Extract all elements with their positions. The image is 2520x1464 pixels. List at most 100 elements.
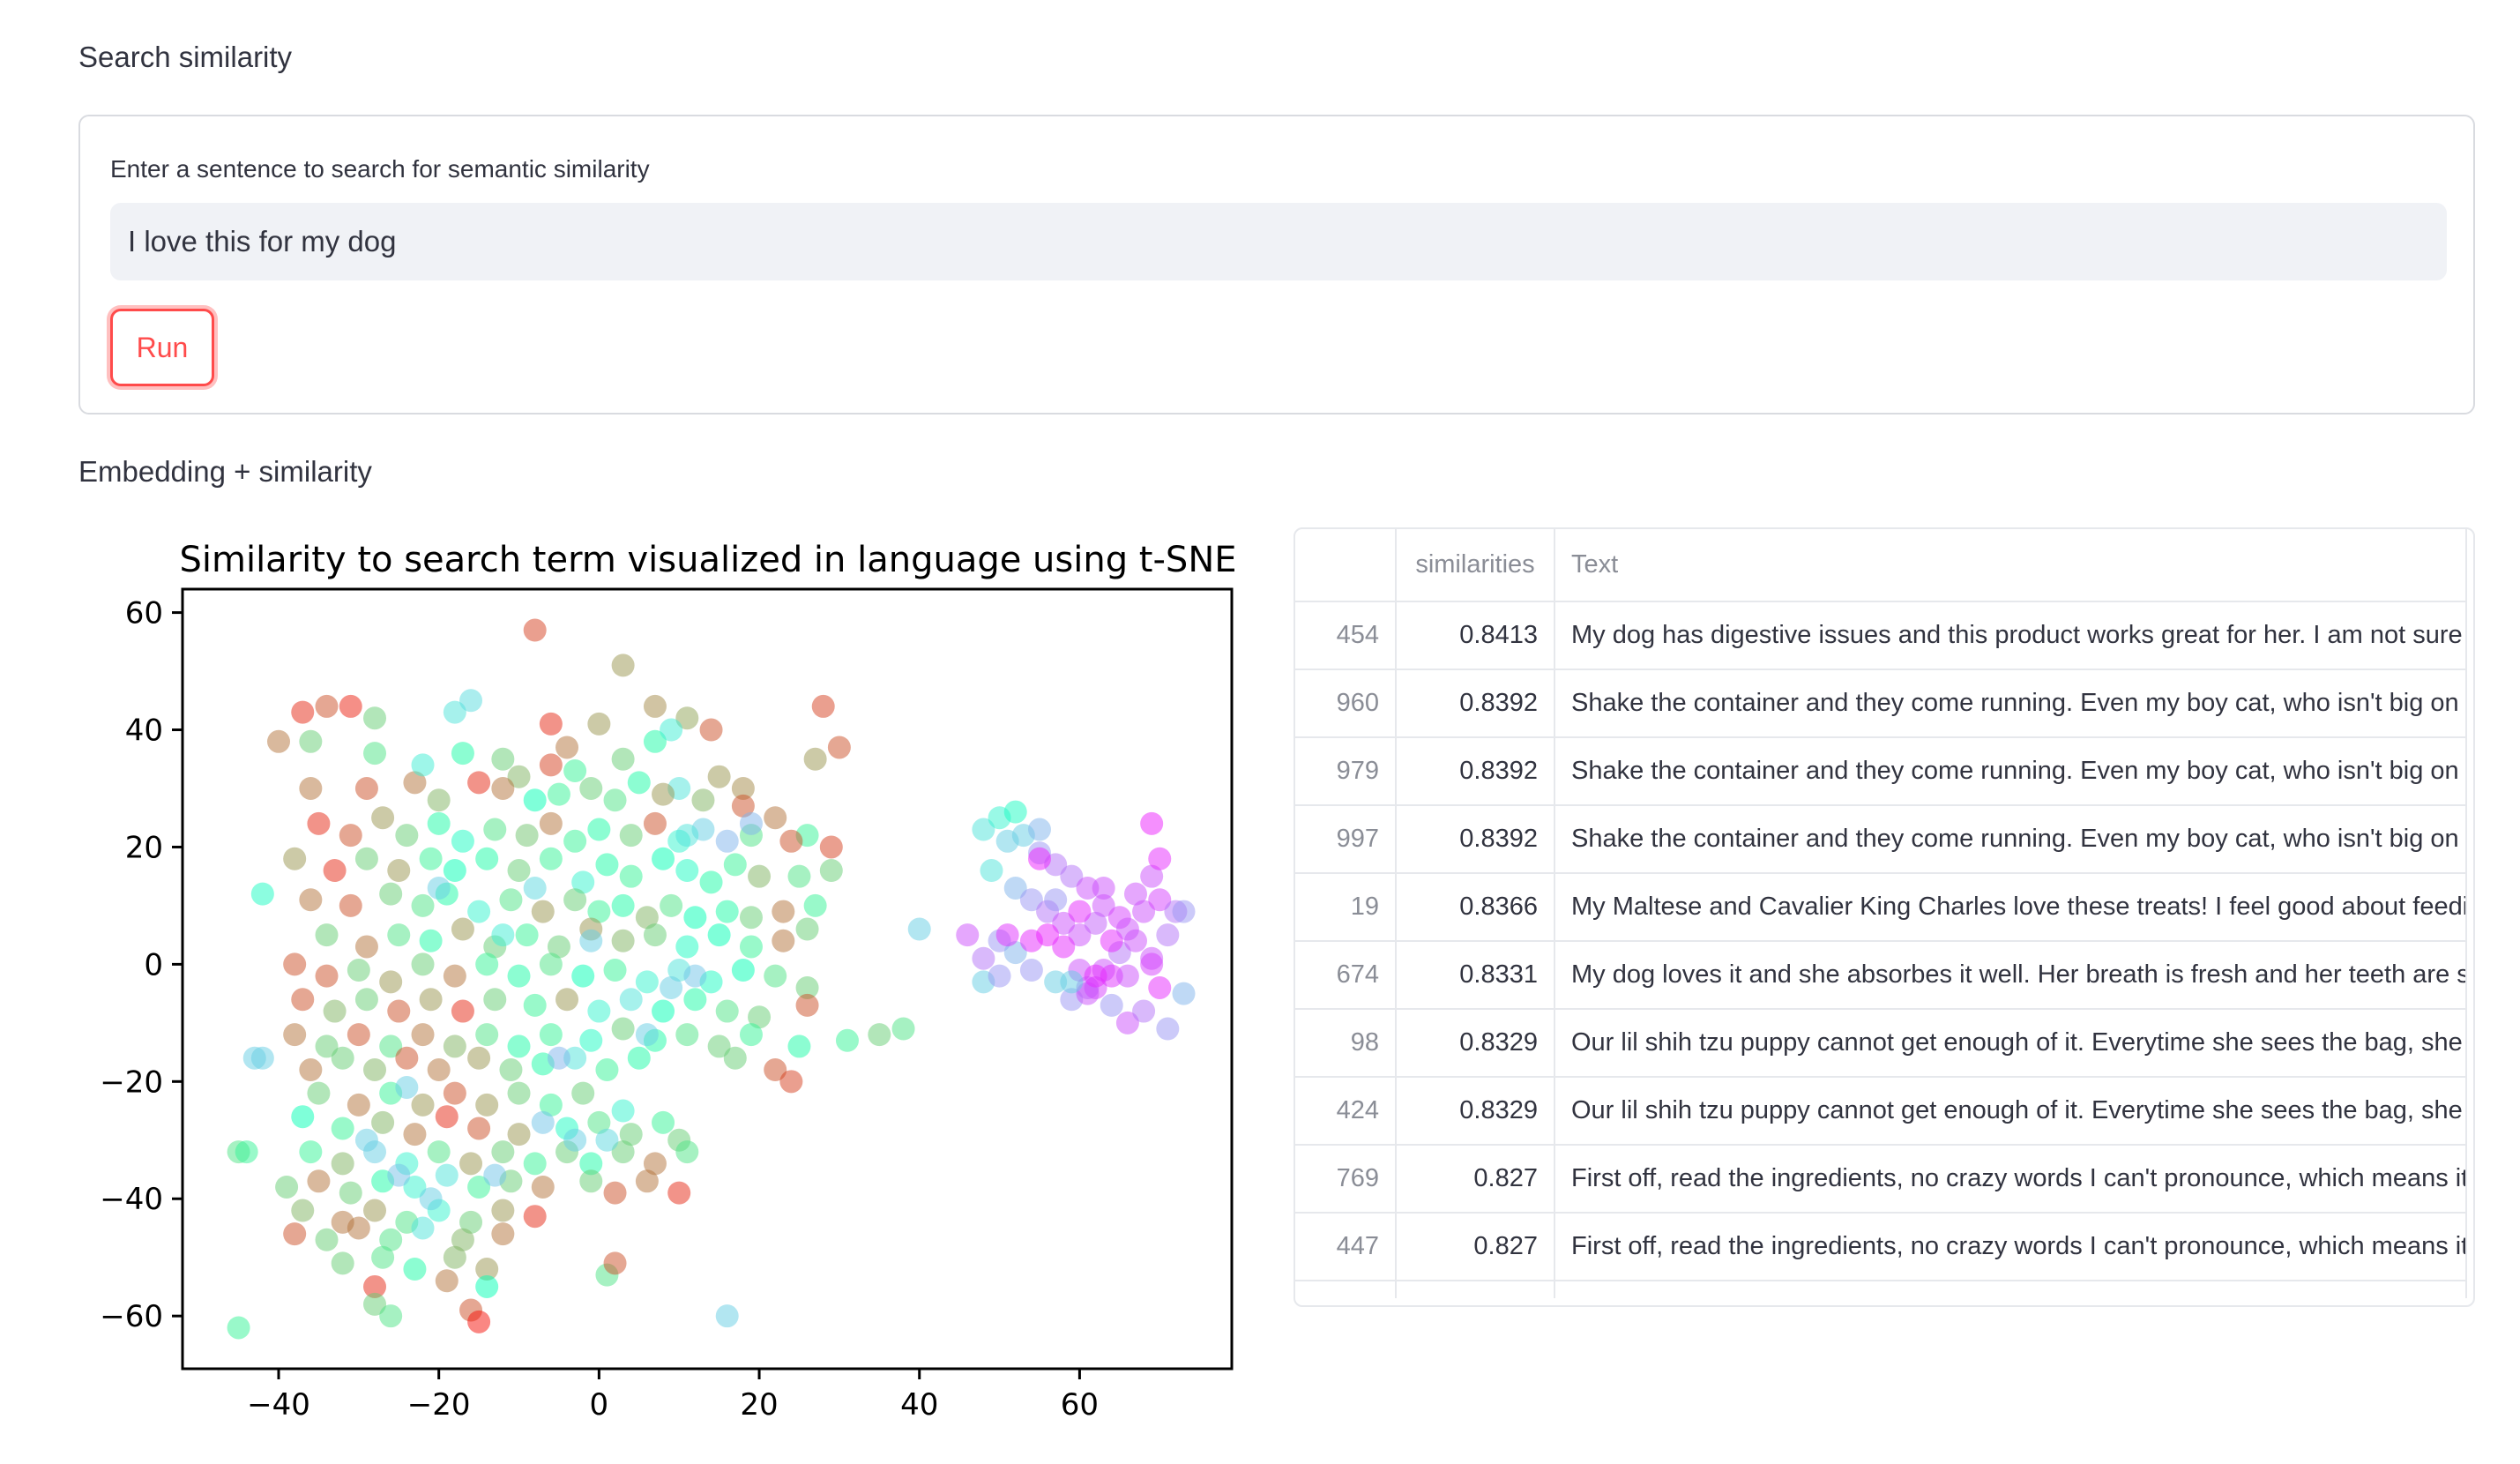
scatter-point (339, 824, 362, 848)
scatter-point (443, 1035, 466, 1058)
scatter-point (587, 1110, 611, 1134)
scatter-point (475, 1093, 499, 1117)
scatter-point (435, 1163, 459, 1187)
scatter-point (988, 964, 1011, 988)
table-row[interactable]: 979 0.8392 Shake the container and they co… (1295, 737, 2467, 806)
scatter-point (764, 964, 787, 988)
scatter-point (1140, 952, 1164, 976)
scatter-point (547, 1046, 570, 1070)
scatter-point (539, 1093, 563, 1117)
scatter-point (1003, 800, 1027, 824)
search-input[interactable] (110, 203, 2447, 280)
scatter-point (555, 988, 579, 1012)
scatter-point (772, 929, 795, 952)
scatter-point (795, 917, 819, 941)
scatter-point (291, 1199, 315, 1222)
scatter-point (475, 847, 499, 870)
scatter-point (779, 829, 803, 853)
scatter-point (611, 747, 635, 771)
table-row[interactable]: 674 0.8331 My dog loves it and she absorbe… (1295, 941, 2467, 1010)
scatter-point (579, 929, 603, 952)
similarities-column-header[interactable]: similarities (1396, 529, 1555, 602)
table-row[interactable]: 769 0.827 First off, read the ingredients,… (1295, 1145, 2467, 1214)
scatter-point (1092, 893, 1115, 917)
row-similarity: 0.827 (1396, 1145, 1555, 1214)
scatter-point (451, 1228, 474, 1251)
run-button[interactable]: Run (110, 309, 214, 386)
scatter-point (571, 1081, 595, 1105)
scatter-point (723, 853, 747, 877)
row-similarity: 0.8392 (1396, 669, 1555, 738)
scatter-point (443, 1245, 466, 1269)
embedding-section-label: Embedding + similarity (78, 455, 372, 488)
scatter-point (451, 829, 474, 853)
scatter-point (411, 753, 435, 777)
scatter-point (299, 1140, 323, 1164)
table-row[interactable]: 98 0.8329 Our lil shih tzu puppy cannot ge… (1295, 1009, 2467, 1078)
scatter-point (347, 1023, 370, 1047)
scatter-point (1132, 900, 1156, 923)
scatter-point (523, 618, 547, 642)
scatter-point (483, 988, 507, 1012)
scatter-point (748, 864, 772, 888)
table-row[interactable]: 997 0.8392 Shake the container and they co… (1295, 805, 2467, 874)
scatter-point (795, 993, 819, 1017)
scatter-point (715, 999, 739, 1023)
text-column-header[interactable]: Text (1554, 529, 2467, 602)
index-column-header[interactable] (1295, 529, 1397, 602)
scatter-point (772, 900, 795, 923)
scatter-point (803, 747, 827, 771)
scatter-point (443, 700, 466, 724)
scatter-point (611, 1017, 635, 1041)
scatter-point (411, 1023, 435, 1047)
scatter-point (1060, 970, 1084, 994)
scatter-point (1027, 818, 1051, 841)
scatter-point (531, 1175, 555, 1199)
similarity-table[interactable]: similarities Text 454 0.8413 My dog has di… (1294, 527, 2475, 1307)
scatter-point (627, 1046, 651, 1070)
scatter-point (483, 1163, 507, 1187)
table-row[interactable]: 447 0.827 First off, read the ingredients,… (1295, 1213, 2467, 1281)
scatter-point (419, 847, 443, 870)
scatter-point (972, 818, 995, 841)
scatter-point (387, 859, 411, 883)
tsne-scatter-chart: Similarity to search term visualized in … (100, 540, 1236, 1423)
scatter-point (387, 999, 411, 1023)
table-row[interactable]: 454 0.8413 My dog has digestive issues and… (1295, 601, 2467, 670)
scatter-point (868, 1023, 891, 1047)
scatter-point (523, 1205, 547, 1229)
scatter-point (363, 742, 387, 766)
scatter-point (507, 765, 531, 788)
row-text: Shake the container and they come runnin… (1554, 737, 2467, 806)
scatter-point (571, 964, 595, 988)
scatter-point (563, 1128, 587, 1152)
scatter-point (603, 788, 627, 812)
scatter-point (451, 917, 474, 941)
row-similarity: 0.827 (1396, 1213, 1555, 1281)
scatter-point (363, 1058, 387, 1082)
scatter-point (315, 694, 339, 718)
scatter-point (531, 1110, 555, 1134)
y-tick-label: 60 (125, 596, 163, 631)
scatter-point (363, 706, 387, 730)
scatter-point (795, 975, 819, 999)
scatter-point (515, 824, 539, 848)
scatter-point (491, 1222, 515, 1246)
table-row[interactable]: 960 0.8392 Shake the container and they co… (1295, 669, 2467, 738)
row-index: 769 (1295, 1145, 1397, 1214)
scatter-point (475, 1258, 499, 1281)
scatter-point (315, 1228, 339, 1251)
scatter-point (539, 811, 563, 835)
scatter-point (595, 1058, 619, 1082)
table-row[interactable]: 424 0.8329 Our lil shih tzu puppy cannot g… (1295, 1077, 2467, 1146)
table-row[interactable]: 19 0.8366 My Maltese and Cavalier King Cha… (1295, 873, 2467, 942)
scatter-point (547, 935, 570, 959)
x-tick-label: 60 (1061, 1387, 1099, 1423)
row-similarity: 0.8366 (1396, 873, 1555, 942)
scatter-point (403, 1123, 427, 1147)
search-input-label: Enter a sentence to search for semantic … (110, 155, 650, 183)
scatter-point (675, 859, 699, 883)
scatter-point (643, 729, 667, 753)
scatter-point (683, 906, 707, 930)
row-similarity: 0.8329 (1396, 1009, 1555, 1078)
